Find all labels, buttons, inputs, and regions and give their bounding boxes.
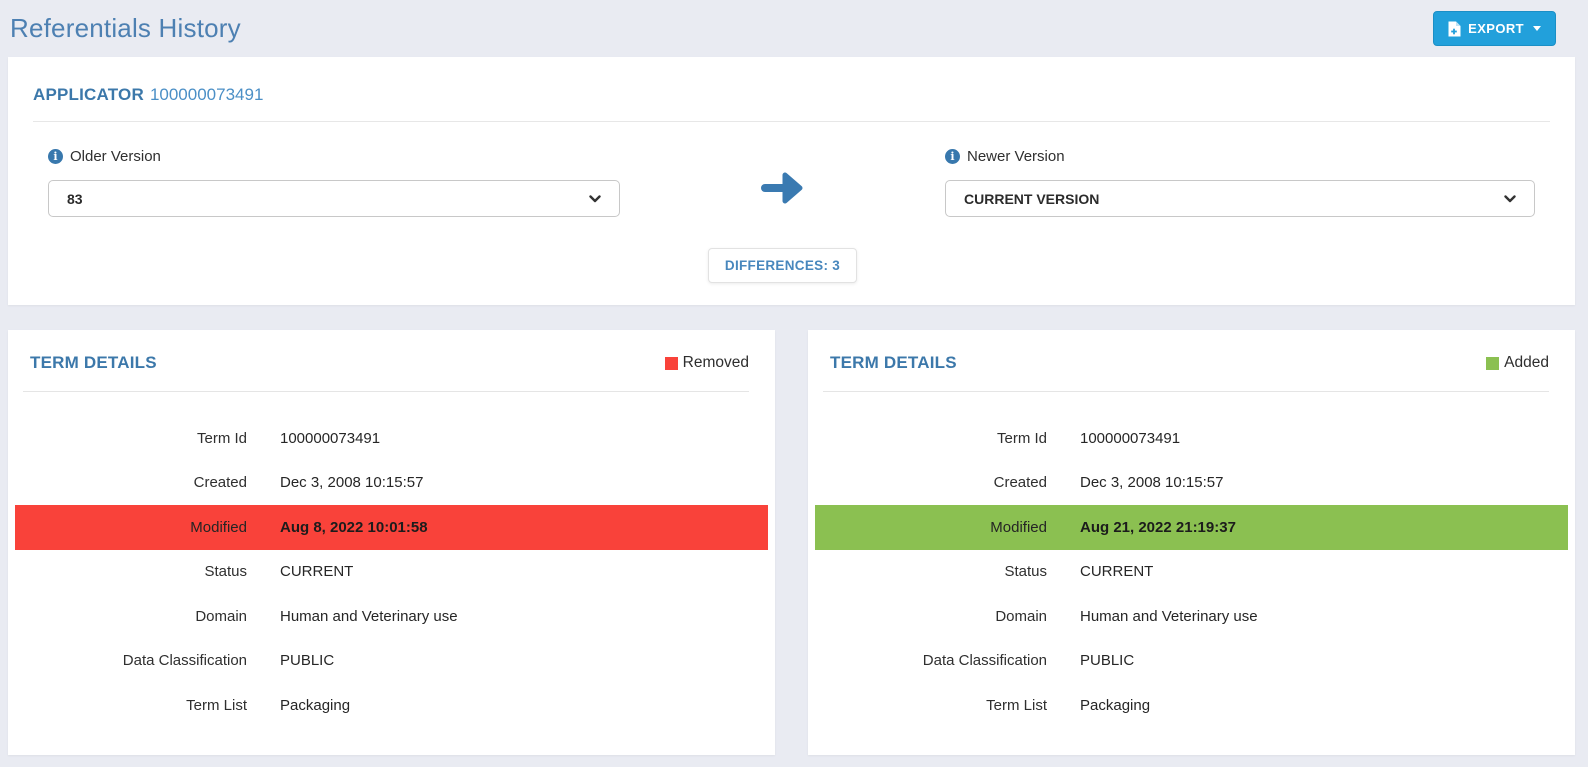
entity-id: 100000073491 — [149, 85, 264, 104]
term-details-panel-older: TERM DETAILS Removed Term Id 10000007349… — [8, 330, 775, 755]
row-value: Packaging — [1080, 696, 1151, 714]
row-label: Modified — [190, 518, 247, 536]
added-legend: Added — [1486, 354, 1549, 372]
row-value: CURRENT — [1080, 563, 1154, 581]
detail-rows: Term Id 100000073491 Created Dec 3, 2008… — [815, 416, 1568, 728]
table-row-added-highlight: Modified Aug 21, 2022 21:19:37 — [815, 505, 1568, 550]
table-row: Status CURRENT — [815, 550, 1568, 595]
row-value: PUBLIC — [1080, 652, 1135, 670]
added-legend-label: Added — [1504, 354, 1549, 371]
row-value: Dec 3, 2008 10:15:57 — [1080, 474, 1224, 492]
row-value: Human and Veterinary use — [280, 607, 458, 625]
chevron-down-icon — [1504, 194, 1516, 203]
older-version-label-row: i Older Version — [48, 148, 620, 165]
arrow-right-icon — [759, 164, 807, 212]
file-plus-icon — [1448, 21, 1461, 37]
row-label: Data Classification — [122, 652, 247, 670]
table-row: Domain Human and Veterinary use — [15, 594, 768, 639]
table-row: Data Classification PUBLIC — [15, 639, 768, 684]
row-label: Term List — [986, 696, 1047, 714]
panel-divider — [23, 391, 749, 392]
table-row: Created Dec 3, 2008 10:15:57 — [815, 461, 1568, 506]
older-version-label: Older Version — [70, 148, 161, 165]
row-label: Status — [1004, 563, 1047, 581]
differences-badge: DIFFERENCES: 3 — [707, 248, 858, 283]
newer-version-column: i Newer Version CURRENT VERSION — [945, 148, 1535, 283]
row-value: Aug 8, 2022 10:01:58 — [280, 518, 428, 536]
panel-header: TERM DETAILS Added — [815, 337, 1568, 373]
table-row: Created Dec 3, 2008 10:15:57 — [15, 461, 768, 506]
newer-version-selected-value: CURRENT VERSION — [964, 190, 1100, 207]
row-value: Aug 21, 2022 21:19:37 — [1080, 518, 1236, 536]
card-heading: APPLICATOR 100000073491 — [8, 85, 1575, 105]
row-label: Domain — [195, 607, 247, 625]
panel-divider — [823, 391, 1549, 392]
row-value: 100000073491 — [1080, 429, 1181, 447]
version-compare-row: i Older Version 83 DIFFERENCE — [8, 122, 1575, 283]
row-label: Created — [993, 474, 1047, 492]
table-row: Term Id 100000073491 — [815, 416, 1568, 461]
row-label: Domain — [995, 607, 1047, 625]
row-value: Packaging — [280, 696, 351, 714]
row-label: Modified — [990, 518, 1047, 536]
comparison-card: APPLICATOR 100000073491 i Older Version 8… — [8, 57, 1575, 305]
info-icon[interactable]: i — [945, 149, 960, 164]
table-row: Domain Human and Veterinary use — [815, 594, 1568, 639]
compare-center-column: DIFFERENCES: 3 — [620, 148, 945, 283]
info-icon[interactable]: i — [48, 149, 63, 164]
row-value: CURRENT — [280, 563, 354, 581]
topbar: Referentials History EXPORT — [0, 0, 1588, 57]
table-row: Term List Packaging — [815, 683, 1568, 728]
table-row: Data Classification PUBLIC — [815, 639, 1568, 684]
table-row-removed-highlight: Modified Aug 8, 2022 10:01:58 — [15, 505, 768, 550]
row-label: Created — [193, 474, 247, 492]
entity-label: APPLICATOR — [33, 85, 144, 104]
removed-legend-label: Removed — [682, 354, 749, 371]
panel-title: TERM DETAILS — [30, 353, 157, 372]
chevron-down-icon — [589, 194, 601, 203]
panel-header: TERM DETAILS Removed — [15, 337, 768, 373]
caret-down-icon — [1533, 26, 1541, 31]
row-value: PUBLIC — [280, 652, 335, 670]
older-version-select[interactable]: 83 — [48, 180, 620, 217]
row-label: Data Classification — [922, 652, 1047, 670]
row-label: Term List — [186, 696, 247, 714]
table-row: Term Id 100000073491 — [15, 416, 768, 461]
term-details-panel-newer: TERM DETAILS Added Term Id 100000073491 … — [808, 330, 1575, 755]
older-version-selected-value: 83 — [67, 190, 83, 207]
newer-version-select[interactable]: CURRENT VERSION — [945, 180, 1535, 217]
export-button[interactable]: EXPORT — [1433, 11, 1556, 46]
row-value: Human and Veterinary use — [1080, 607, 1258, 625]
newer-version-label-row: i Newer Version — [945, 148, 1535, 165]
detail-rows: Term Id 100000073491 Created Dec 3, 2008… — [15, 416, 768, 728]
panel-title: TERM DETAILS — [830, 353, 957, 372]
row-value: 100000073491 — [280, 429, 381, 447]
newer-version-label: Newer Version — [967, 148, 1065, 165]
card-divider — [33, 121, 1550, 122]
removed-swatch-icon — [664, 356, 678, 370]
table-row: Status CURRENT — [15, 550, 768, 595]
row-label: Status — [204, 563, 247, 581]
row-label: Term Id — [996, 429, 1047, 447]
row-value: Dec 3, 2008 10:15:57 — [280, 474, 424, 492]
older-version-column: i Older Version 83 — [48, 148, 620, 283]
removed-legend: Removed — [664, 354, 749, 372]
table-row: Term List Packaging — [15, 683, 768, 728]
added-swatch-icon — [1486, 356, 1500, 370]
export-button-label: EXPORT — [1468, 21, 1524, 36]
term-details-panels: TERM DETAILS Removed Term Id 10000007349… — [8, 330, 1575, 755]
page-title: Referentials History — [10, 13, 241, 43]
row-label: Term Id — [196, 429, 247, 447]
